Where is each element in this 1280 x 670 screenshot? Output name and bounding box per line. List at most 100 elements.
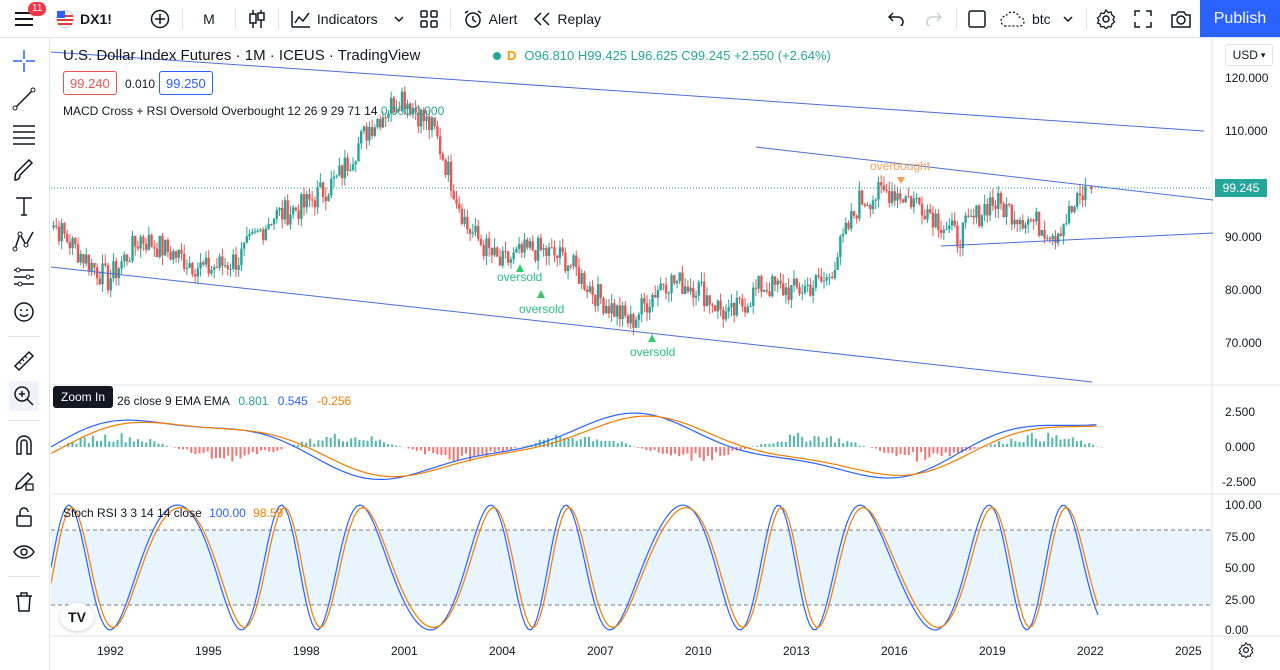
symbol-search[interactable]: DX1! [48,0,120,38]
candle-body [509,259,513,263]
candle-body [212,267,216,270]
candle-body [447,161,450,176]
indicator3-name: Stoch RSI 3 3 14 14 close [63,506,202,520]
forecast-icon [14,267,34,287]
remove-drawings-tool[interactable] [9,587,39,617]
chart-type-button[interactable] [240,0,274,38]
indicators-button[interactable]: Indicators [283,0,412,38]
candle-body [999,192,1003,204]
fib-tool[interactable] [9,119,39,149]
candle-body [117,268,121,279]
candle-body [784,287,788,296]
candle-body [85,254,88,264]
candle-body [814,275,818,288]
prediction-tool[interactable] [9,262,39,292]
menu-button[interactable]: 11 [0,0,48,38]
pattern-tool[interactable] [9,226,39,256]
stay-drawing-tool[interactable] [9,466,39,496]
candle-body [166,239,170,253]
candle-body [134,235,137,247]
macd-histogram-bar [141,441,144,447]
alert-label: Alert [488,10,518,27]
macd-histogram-bar [616,443,619,447]
candle-body [844,222,847,234]
candle-body [948,225,951,230]
emoji-tool[interactable] [9,297,39,327]
text-tool[interactable] [9,191,39,221]
snapshot-button[interactable] [1162,0,1200,38]
candle-body [387,113,390,118]
candle-body [340,165,344,179]
candle-body [406,103,409,109]
candle-body [841,233,845,237]
notification-badge: 11 [28,1,47,16]
layout-button[interactable] [960,0,994,38]
macd-histogram-bar [1030,432,1033,447]
interval-button[interactable]: M [203,10,215,27]
ask-price[interactable]: 99.250 [159,71,213,95]
candle-body [267,224,270,229]
macd-histogram-bar [432,447,435,454]
candle-body [779,280,782,284]
candle-body [659,283,662,291]
trendline-tool[interactable] [9,84,39,114]
candle-body [139,236,142,249]
candle-body [68,241,72,249]
candle-body [291,207,295,215]
gear-icon [1096,8,1116,29]
macd-histogram-bar [465,447,467,454]
candle-body [626,315,630,324]
measure-tool[interactable] [9,346,39,376]
magnet-tool[interactable] [9,430,39,460]
candle-body [896,193,899,201]
layout-name-button[interactable]: btc [992,0,1081,38]
replay-button[interactable]: Replay [525,0,609,38]
macd-histogram-bar [243,447,246,456]
macd-histogram-bar [473,447,476,457]
candle-body [196,268,200,277]
tradingview-logo[interactable]: TV [60,603,94,631]
settings-gear-bottom[interactable] [1238,641,1256,660]
macd-histogram-bar [452,447,455,462]
x-tick: 1998 [293,644,320,658]
candle-body [144,243,148,250]
publish-button[interactable]: Publish [1200,0,1280,37]
macd-histogram-bar [825,437,828,447]
y-tick: 110.000 [1225,124,1268,138]
candle-body [735,297,739,316]
macd-histogram-bar [276,447,279,451]
indicator1-name: MACD Cross + RSI Oversold Overbought 12 … [63,104,378,118]
candle-body [1084,186,1087,201]
fullscreen-button[interactable] [1126,0,1160,38]
undo-button[interactable] [880,0,912,38]
macd-histogram-bar [641,447,644,449]
alert-button[interactable]: Alert [455,0,526,38]
chart-canvas[interactable] [51,38,1280,670]
settings-button[interactable] [1088,0,1124,38]
templates-button[interactable] [412,0,446,38]
candle-body [727,307,730,312]
divider [8,420,40,421]
candle-body [381,117,385,128]
candle-body [542,248,545,250]
macd-histogram-bar [723,447,726,456]
redo-button[interactable] [918,0,950,38]
lock-drawings-tool[interactable] [9,502,39,532]
macd-histogram-bar [694,447,697,454]
compare-button[interactable] [142,0,178,38]
bid-price[interactable]: 99.240 [63,71,117,95]
crosshair-tool[interactable] [9,46,39,76]
macd-histogram-bar [579,439,582,447]
candle-body [158,235,161,258]
candle-body [613,303,616,317]
candle-body [539,237,543,250]
zoom-in-tool[interactable] [9,381,39,411]
indicator1-values: 0.000 0.000 [380,104,445,118]
candle-body [730,302,733,308]
hide-drawings-tool[interactable] [9,537,39,567]
magnet-icon [16,435,32,455]
currency-select[interactable]: USD ▾ [1225,44,1273,66]
candle-body [765,290,769,292]
macd-histogram-bar [899,447,902,455]
brush-tool[interactable] [9,156,39,186]
